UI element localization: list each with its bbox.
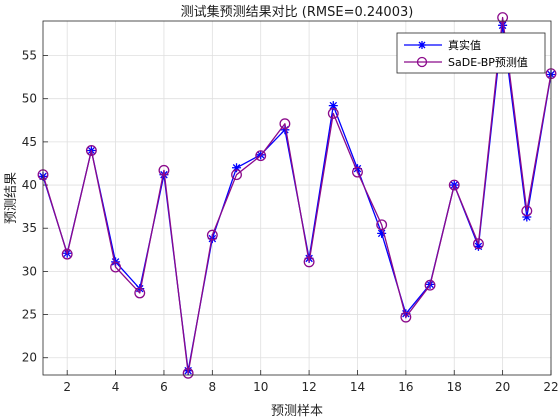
series-line <box>42 16 552 374</box>
data-point-asterisk <box>473 241 483 251</box>
x-tick-label: 16 <box>398 380 413 394</box>
x-tick-label: 22 <box>543 380 558 394</box>
x-tick-label: 20 <box>495 380 510 394</box>
y-axis-title: 预测结果 <box>4 172 19 224</box>
data-point-circle <box>158 164 170 176</box>
data-point-circle <box>327 107 339 119</box>
data-point-circle <box>472 238 484 250</box>
data-point-circle <box>110 261 122 273</box>
data-point-circle <box>376 219 388 231</box>
data-point-circle <box>424 279 436 291</box>
legend-label-true: 真实值 <box>448 38 481 52</box>
data-point-circle <box>448 179 460 191</box>
data-point-circle <box>279 118 291 130</box>
chart-title: 测试集预测结果对比 (RMSE=0.24003) <box>181 4 414 20</box>
x-axis-title: 预测样本 <box>271 404 323 419</box>
y-tick-label: 25 <box>22 308 37 322</box>
y-tick-label: 40 <box>22 178 37 192</box>
data-point-asterisk <box>498 20 508 30</box>
y-tick-label: 55 <box>22 49 37 63</box>
data-point-circle <box>134 287 146 299</box>
data-point-asterisk <box>232 163 242 173</box>
data-point-circle <box>61 248 73 260</box>
plot-background <box>43 21 551 375</box>
x-tick-label: 10 <box>253 380 268 394</box>
x-tick-label: 6 <box>160 380 168 394</box>
data-point-circle <box>497 12 509 23</box>
data-point-asterisk <box>328 101 338 111</box>
data-point-asterisk <box>522 212 532 222</box>
data-point-circle <box>206 229 218 241</box>
y-tick-label: 30 <box>22 264 37 278</box>
plot-frame <box>42 20 552 376</box>
x-tick-label: 12 <box>301 380 316 394</box>
data-point-circle <box>231 169 242 181</box>
legend-label-predicted: SaDE-BP预测值 <box>448 56 528 69</box>
x-axis-ticks: 2 4 6 8 10 12 14 16 18 20 22 <box>63 370 559 394</box>
data-point-circle <box>352 166 363 178</box>
y-tick-label: 20 <box>22 351 37 365</box>
data-point-circle <box>85 145 97 156</box>
legend-marker-asterisk-icon <box>418 41 426 49</box>
data-point-asterisk <box>401 309 411 319</box>
y-tick-label: 45 <box>22 135 37 149</box>
data-point-circle <box>521 205 533 217</box>
x-tick-label: 18 <box>447 380 462 394</box>
legend: 真实值 SaDE-BP预测值 <box>396 32 546 74</box>
legend-marker-circle-icon <box>416 56 428 68</box>
data-point-circle <box>303 256 315 268</box>
y-axis-ticks: 20 25 30 35 40 45 50 55 <box>22 49 48 365</box>
data-point-asterisk <box>280 125 290 135</box>
data-point-circle <box>400 311 412 323</box>
x-tick-label: 4 <box>112 380 120 394</box>
data-point-asterisk <box>377 228 387 238</box>
data-point-circle <box>182 367 194 379</box>
series-layer <box>37 12 557 379</box>
data-point-asterisk <box>352 164 362 174</box>
y-tick-label: 35 <box>22 221 37 235</box>
y-tick-label: 50 <box>22 92 37 106</box>
x-tick-label: 2 <box>63 380 71 394</box>
x-tick-label: 8 <box>209 380 217 394</box>
x-tick-label: 14 <box>350 380 365 394</box>
series-1 <box>37 12 557 379</box>
data-point-circle <box>255 150 267 162</box>
